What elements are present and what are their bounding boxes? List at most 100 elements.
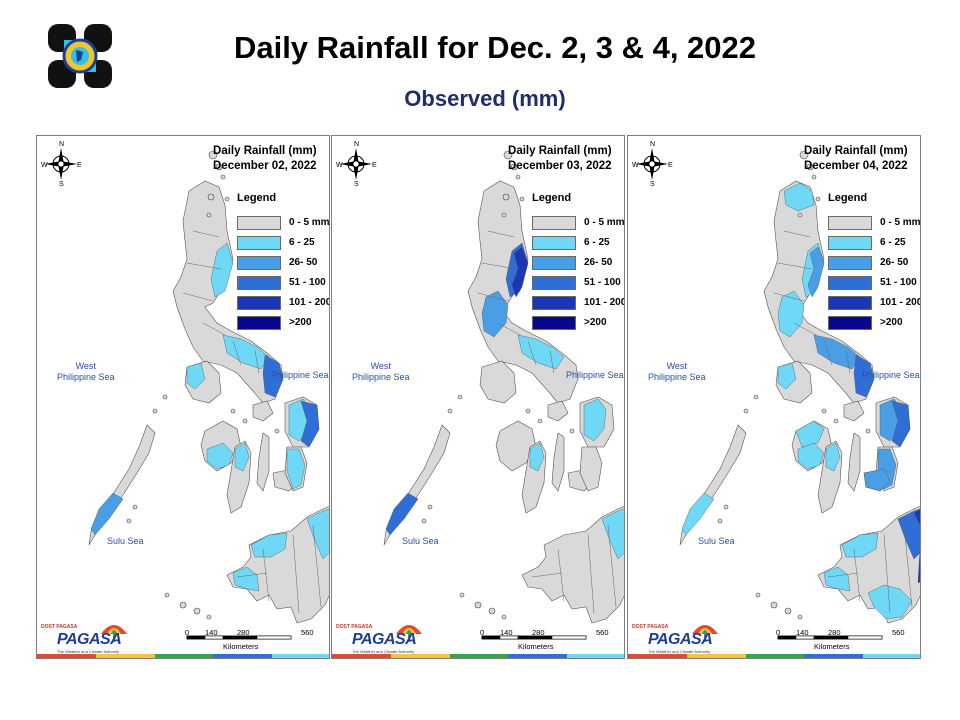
sea-label-sulu: Sulu Sea — [698, 536, 735, 546]
rain-zone-negros — [825, 442, 841, 472]
small-island — [501, 212, 507, 218]
rain-zone-mindoro — [186, 362, 206, 390]
small-island — [224, 196, 230, 202]
scale-tick-label: 280 — [532, 628, 545, 637]
rain-zone-mindanao_ne — [897, 508, 920, 560]
strip-segment — [449, 654, 509, 658]
panel-title-line1: Daily Rainfall (mm) — [213, 145, 317, 157]
scale-tick-label: 560 — [892, 628, 905, 637]
legend-swatch — [237, 276, 281, 290]
rainfall-map-panel: N S W E Daily Rainfall (mm) December 03, 2022… — [331, 135, 625, 659]
province-boundary — [827, 572, 859, 578]
small-island — [569, 428, 575, 434]
sea-label-west: West Philippine Sea — [352, 361, 410, 382]
province-boundary — [793, 322, 817, 336]
legend-swatch — [828, 236, 872, 250]
scale-tick-label: 560 — [596, 628, 609, 637]
legend-label: 26- 50 — [584, 257, 613, 268]
rain-zone-mindanao_north — [250, 532, 288, 558]
small-island — [274, 428, 280, 434]
legend-label: 26- 50 — [289, 257, 318, 268]
rain-zone-samar_east — [300, 400, 320, 448]
small-island — [784, 607, 792, 615]
compass-s: S — [650, 181, 655, 188]
legend-title: Legend — [532, 192, 572, 204]
small-island — [755, 592, 761, 598]
island-cebu — [256, 432, 270, 492]
panel-date: December 02, 2022 — [213, 160, 317, 172]
scale-tick-label: 0 — [480, 628, 485, 637]
scale-tick-label: 560 — [301, 628, 314, 637]
pagasa-logo-text: PAGASA — [352, 631, 417, 648]
legend-label: 51 - 100 — [289, 277, 326, 288]
province-boundary — [557, 548, 565, 602]
legend-swatch — [828, 296, 872, 310]
small-island — [457, 394, 463, 400]
sea-label-east: Philippine Sea — [271, 370, 329, 380]
compass-s: S — [59, 181, 64, 188]
legend-label: >200 — [880, 317, 903, 328]
legend-swatch — [532, 276, 576, 290]
rain-zone-negros — [529, 442, 545, 472]
province-boundary — [587, 534, 595, 614]
panel-title-line1: Daily Rainfall (mm) — [508, 145, 612, 157]
scale-tick-label: 0 — [776, 628, 781, 637]
small-island — [515, 174, 521, 180]
compass-rose-icon: N S W E — [336, 141, 377, 188]
small-island — [427, 504, 433, 510]
legend-label: 51 - 100 — [584, 277, 621, 288]
brand-prefix: DOST PAGASA — [41, 624, 78, 630]
compass-e: E — [77, 162, 82, 169]
scale-tick-label: 280 — [828, 628, 841, 637]
small-island — [717, 518, 723, 524]
province-boundary — [823, 340, 833, 366]
strip-segment — [95, 654, 155, 658]
small-island — [537, 418, 543, 424]
rain-zone-mindanao_sw — [232, 566, 260, 592]
legend-label: 6 - 25 — [584, 237, 610, 248]
small-island — [502, 193, 510, 201]
small-island — [152, 408, 158, 414]
small-island — [208, 150, 218, 160]
province-boundary — [531, 572, 563, 578]
island-cebu — [551, 432, 565, 492]
island-mindanao — [226, 506, 329, 624]
small-island — [206, 212, 212, 218]
rain-zone-bicol_tip — [853, 354, 875, 398]
page-subtitle: Observed (mm) — [404, 86, 566, 111]
sea-label-west: West Philippine Sea — [648, 361, 706, 382]
brand-color-strip — [332, 654, 624, 658]
rain-zone-mindanao_ne — [601, 508, 624, 560]
legend-swatch — [532, 256, 576, 270]
strip-segment — [508, 654, 568, 658]
scale-unit: Kilometers — [814, 642, 850, 651]
small-island — [459, 592, 465, 598]
province-boundary — [527, 340, 537, 366]
rain-zone-ne_luzon_coast — [511, 246, 529, 298]
compass-rose-icon: N S W E — [632, 141, 673, 188]
legend-label: 0 - 5 mm — [289, 217, 330, 228]
panel-date: December 03, 2022 — [508, 160, 612, 172]
scale-bar — [481, 635, 587, 640]
small-island — [164, 592, 170, 598]
sea-label-east: Philippine Sea — [862, 370, 920, 380]
legend-swatch — [828, 276, 872, 290]
province-boundary — [232, 340, 242, 366]
strip-segment — [863, 654, 920, 658]
rain-zone-palawan — [90, 492, 124, 536]
legend-swatch — [828, 216, 872, 230]
small-island — [488, 607, 496, 615]
compass-n: N — [354, 141, 359, 148]
province-boundary — [254, 350, 260, 374]
rain-zone-central_luzon — [481, 290, 509, 338]
scale-bar — [186, 635, 292, 640]
strip-segment — [154, 654, 214, 658]
philippines-map: N S W E — [336, 141, 624, 640]
compass-e: E — [372, 162, 377, 169]
small-island — [806, 163, 814, 171]
small-island — [833, 418, 839, 424]
rain-zone-bohol — [863, 468, 891, 492]
small-island — [474, 601, 482, 609]
rain-zone-ne_luzon — [210, 242, 234, 298]
province-boundary — [312, 524, 322, 608]
